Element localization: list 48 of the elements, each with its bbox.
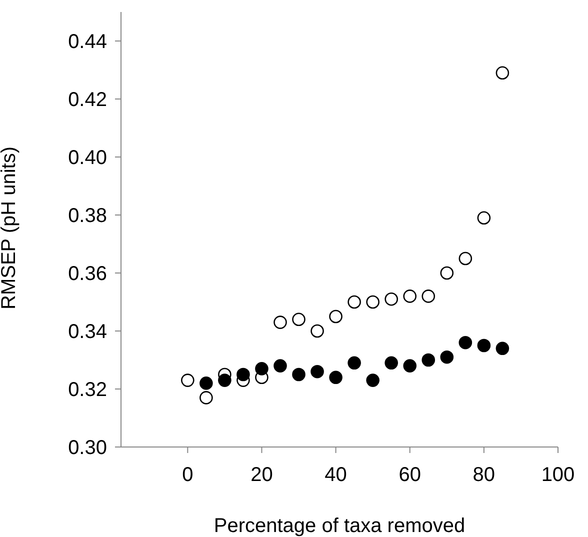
point <box>496 66 510 80</box>
point <box>200 391 213 404</box>
point <box>384 292 398 306</box>
y-axis-title: RMSEP (pH units) <box>0 146 20 310</box>
point <box>403 290 417 303</box>
y-tick-label: 0.42 <box>68 89 107 112</box>
point <box>477 338 491 352</box>
point <box>458 252 472 266</box>
y-tick-label: 0.40 <box>68 147 107 170</box>
x-tick-label: 40 <box>324 464 347 486</box>
point <box>310 324 324 338</box>
x-tick-label: 100 <box>541 464 575 486</box>
point <box>218 374 232 387</box>
point <box>255 362 268 376</box>
point <box>496 342 510 356</box>
y-tick-label: 0.36 <box>68 263 107 286</box>
point <box>274 359 287 372</box>
point <box>329 370 342 384</box>
point <box>348 356 361 370</box>
point <box>477 211 491 225</box>
y-tick-label: 0.34 <box>68 321 107 344</box>
point <box>403 359 417 372</box>
point <box>348 295 361 309</box>
x-tick-label: 20 <box>250 464 273 486</box>
point <box>292 312 306 326</box>
point <box>181 374 194 387</box>
y-tick-label: 0.38 <box>68 205 107 228</box>
point <box>440 266 454 280</box>
point <box>422 353 436 367</box>
point <box>200 376 213 390</box>
point <box>292 368 306 382</box>
point <box>310 364 324 378</box>
x-tick-label: 80 <box>472 464 496 486</box>
y-tick-label: 0.44 <box>68 31 107 54</box>
x-tick-label: 60 <box>398 464 421 486</box>
x-tick-label: 0 <box>182 464 194 486</box>
y-tick-label: 0.30 <box>68 437 107 460</box>
point <box>274 316 287 329</box>
point <box>329 310 342 324</box>
point <box>236 368 250 382</box>
point <box>422 290 436 303</box>
point <box>366 374 380 387</box>
point <box>384 356 398 370</box>
x-axis-title: Percentage of taxa removed <box>214 515 466 537</box>
point <box>440 350 454 364</box>
point <box>458 336 472 350</box>
point <box>366 295 380 309</box>
y-tick-label: 0.32 <box>68 379 107 402</box>
